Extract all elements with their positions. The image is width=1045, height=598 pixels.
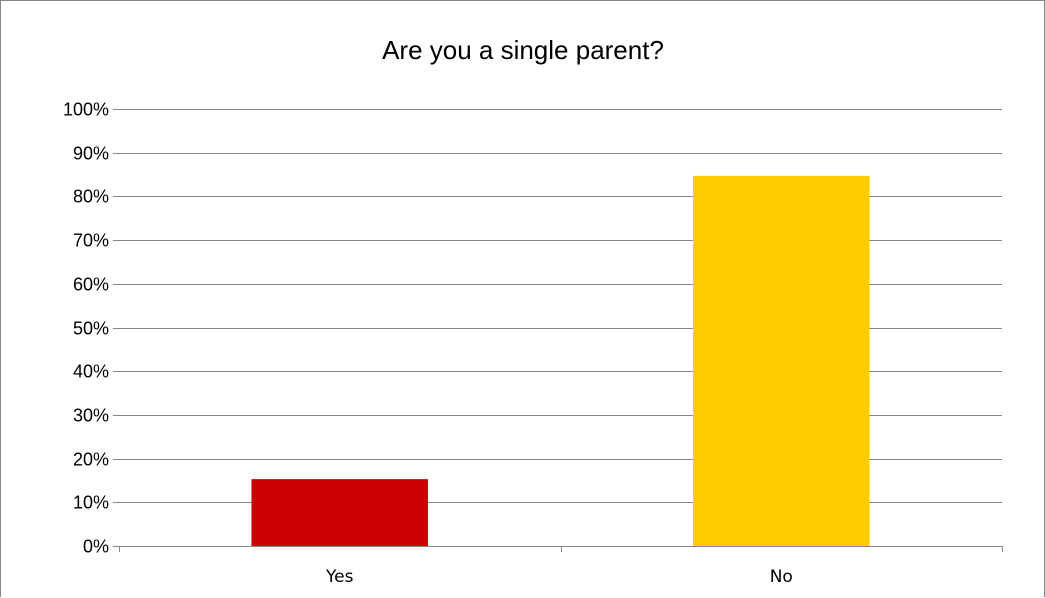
x-category-label: No [770,567,793,587]
x-category-label: Yes [325,567,354,587]
y-tick-label: 60% [73,275,109,295]
bar-yes [251,479,428,546]
y-tick-label: 30% [73,406,109,426]
y-tick-label: 80% [73,187,109,207]
bar-no [693,176,870,546]
x-axis: Yes No [119,546,1003,587]
y-tick-label: 20% [73,450,109,470]
y-tick-label: 10% [73,493,109,513]
bars [251,176,869,546]
chart-title: Are you a single parent? [382,35,664,65]
y-tick-label: 40% [73,362,109,382]
y-axis-tick-labels: 0% 10% 20% 30% 40% 50% 60% 70% 80% 90% 100% [63,100,109,557]
y-tick-label: 100% [63,100,109,120]
y-tick-label: 70% [73,231,109,251]
y-tick-label: 50% [73,319,109,339]
y-tick-label: 90% [73,144,109,164]
y-tick-label: 0% [83,537,109,557]
